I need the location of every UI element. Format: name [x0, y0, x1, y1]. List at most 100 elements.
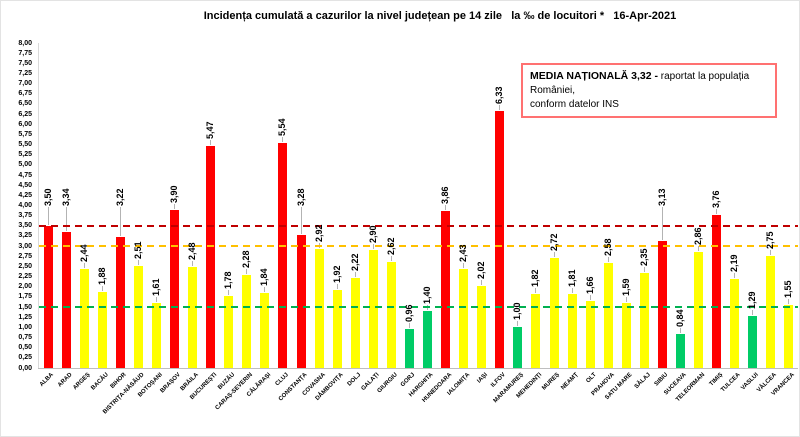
y-axis-tick-label: 4,25 — [18, 191, 32, 199]
bar-value-label-teleorman: 2,86 — [693, 227, 704, 245]
bar-value-label-iasi: 2,02 — [476, 261, 487, 279]
value-label-leader-mehedinti — [535, 288, 537, 294]
bar-tulcea — [730, 279, 740, 368]
bar-covasna — [314, 249, 324, 368]
bar-hunedoara — [441, 211, 451, 368]
bar-cluj — [278, 142, 288, 368]
bar-value-label-vrancea: 1,55 — [783, 280, 794, 299]
bar-value-label-maramures: 1,00 — [512, 302, 523, 321]
bar-salaj — [639, 272, 649, 368]
bar-calarasi — [260, 293, 270, 368]
bar-value-label-gorj: 0,96 — [403, 304, 414, 322]
bar-value-label-bistrita-nasaud: 2,51 — [132, 241, 143, 260]
threshold-line-green-threshold — [39, 306, 798, 309]
bar-botosani — [151, 302, 161, 368]
value-label-leader-vaslui — [752, 309, 754, 315]
bar-bacau — [97, 291, 107, 368]
bar-value-label-calarasi: 1,84 — [259, 268, 270, 287]
bar-value-label-botosani: 1,61 — [150, 278, 161, 296]
bar-value-label-prahova: 2,58 — [602, 238, 613, 257]
value-label-leader-dolj — [354, 271, 356, 277]
y-axis-tick-label: 3,50 — [18, 222, 32, 230]
y-axis-tick-label: 7,00 — [18, 80, 32, 88]
bar-value-label-vaslui: 1,29 — [747, 291, 758, 309]
bar-dambovita — [332, 290, 342, 368]
y-axis-tick-label: 5,75 — [18, 130, 32, 138]
bar-dolj — [350, 277, 360, 368]
bar-value-label-cluj: 5,54 — [277, 118, 288, 136]
national-average-note-line2: conform datelor INS — [530, 99, 619, 110]
y-axis-tick-label: 7,75 — [18, 49, 32, 57]
value-label-leader-braila — [192, 261, 194, 267]
y-axis-tick-label: 0,00 — [18, 364, 32, 372]
bar-value-label-caras-severin: 2,28 — [241, 250, 252, 269]
value-label-leader-calarasi — [264, 287, 266, 293]
y-axis-tick-label: 1,75 — [18, 293, 32, 301]
bar-value-label-covasna: 2,92 — [313, 224, 324, 243]
value-label-leader-vrancea — [788, 299, 790, 305]
bar-value-label-brasov: 3,90 — [169, 185, 180, 203]
bar-vaslui — [748, 315, 758, 368]
bar-brasov — [170, 209, 180, 368]
bar-ilfov — [495, 110, 505, 368]
bar-olt — [585, 300, 595, 368]
bar-braila — [188, 267, 198, 368]
x-axis-label-salaj: SĂLAJ — [633, 372, 652, 391]
threshold-line-red-threshold — [39, 224, 798, 227]
national-average-value: MEDIA NAȚIONALĂ 3,32 - — [530, 70, 658, 82]
value-label-leader-valcea — [770, 250, 772, 256]
x-axis-label-cluj: CLUJ — [274, 372, 291, 388]
bar-galati — [368, 250, 378, 368]
value-label-leader-dambovita — [336, 284, 338, 289]
y-axis-tick-label: 3,75 — [18, 212, 32, 220]
bar-bucuresti — [206, 145, 216, 368]
value-label-leader-bacau — [101, 285, 103, 291]
value-label-leader-tulcea — [734, 273, 736, 279]
value-label-leader-caras-severin — [246, 269, 248, 275]
x-axis-label-arges: ARGEȘ — [72, 372, 92, 392]
value-label-leader-cluj — [282, 136, 284, 142]
y-axis-tick-label: 3,00 — [18, 242, 32, 250]
y-axis-tick-label: 5,25 — [18, 151, 32, 159]
value-label-leader-neamt — [571, 288, 573, 294]
y-axis-tick-label: 2,75 — [18, 252, 32, 260]
chart-title: Incidența cumulată a cazurilor la nivel … — [203, 10, 677, 22]
bar-mures — [549, 257, 559, 368]
x-axis-label-iasi: IAȘI — [476, 372, 489, 385]
bar-teleorman — [694, 251, 704, 368]
x-axis-line — [38, 368, 798, 369]
y-axis-tick-label: 4,00 — [18, 202, 32, 209]
bar-bihor — [115, 237, 125, 368]
bar-prahova — [603, 263, 613, 368]
y-axis-tick-label: 1,25 — [18, 313, 32, 321]
value-label-leader-botosani — [155, 296, 157, 302]
bar-value-label-dolj: 2,22 — [349, 253, 360, 271]
y-axis-tick-label: 7,50 — [18, 59, 32, 67]
value-label-leader-bihor — [119, 206, 121, 237]
x-axis-label-bacau: BACĂU — [89, 372, 110, 392]
value-label-leader-hunedoara — [445, 205, 447, 211]
y-axis-tick-label: 1,50 — [18, 303, 32, 311]
bar-timis — [712, 215, 722, 368]
y-axis-tick-label: 4,50 — [18, 181, 32, 189]
y-axis-tick-label: 6,25 — [18, 110, 32, 118]
value-label-leader-satu-mare — [625, 297, 627, 303]
value-label-leader-maramures — [517, 321, 519, 327]
value-label-leader-gorj — [408, 323, 410, 328]
bar-gorj — [404, 329, 414, 368]
bar-value-label-ialomita: 2,43 — [458, 244, 469, 263]
y-axis-tick-label: 0,75 — [18, 334, 32, 342]
bar-value-label-bacau: 1,88 — [96, 267, 107, 285]
value-label-leader-sibiu — [661, 206, 663, 240]
bar-value-label-mures: 2,72 — [548, 232, 559, 251]
x-axis-label-neamt: NEAMȚ — [560, 372, 580, 392]
bar-ialomita — [459, 269, 469, 368]
bar-arad — [61, 232, 71, 368]
value-label-leader-prahova — [607, 257, 609, 263]
bar-value-label-alba: 3,50 — [42, 187, 53, 206]
bar-value-label-bucuresti: 5,47 — [205, 121, 216, 139]
bar-alba — [43, 225, 53, 368]
y-axis-tick-label: 2,00 — [18, 283, 32, 291]
bar-satu-mare — [621, 303, 631, 368]
